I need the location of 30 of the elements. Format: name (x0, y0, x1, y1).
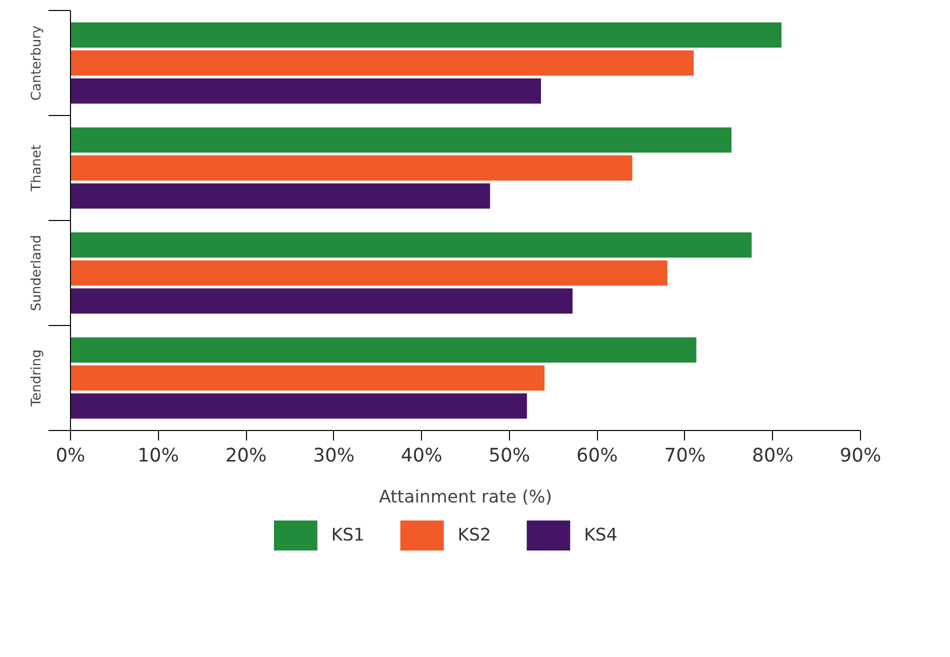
x-tick-label: 10% (138, 446, 180, 466)
legend-label: KS4 (584, 526, 618, 546)
bar (70, 365, 544, 391)
x-tick-label: 80% (752, 446, 794, 466)
x-tick-label: 30% (313, 446, 355, 466)
bar (70, 232, 752, 258)
bar (70, 260, 668, 286)
x-tick-label: 20% (225, 446, 267, 466)
legend-label: KS2 (458, 526, 491, 546)
x-tick-label: 60% (576, 446, 618, 466)
x-tick-label: 90% (840, 446, 882, 466)
x-tick-label: 50% (488, 446, 530, 466)
bar (70, 22, 782, 48)
y-tick-label: Tendring (30, 349, 44, 408)
bar (70, 50, 694, 76)
bar (70, 78, 541, 104)
bar (70, 127, 732, 153)
bar (70, 183, 490, 209)
bar (70, 393, 527, 419)
bar (70, 288, 573, 314)
y-tick-label: Sunderland (30, 234, 44, 312)
legend-label: KS1 (331, 526, 365, 546)
y-tick-label: Thanet (30, 144, 44, 192)
y-tick-label: Canterbury (30, 25, 44, 101)
bar (70, 155, 632, 181)
bar (70, 337, 696, 363)
x-tick-label: 0% (56, 446, 86, 466)
x-tick-label: 70% (664, 446, 706, 466)
x-axis-title: Attainment rate (%) (378, 488, 552, 508)
x-tick-label: 40% (400, 446, 442, 466)
